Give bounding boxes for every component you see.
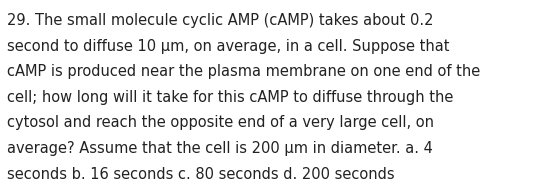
Text: cytosol and reach the opposite end of a very large cell, on: cytosol and reach the opposite end of a …	[7, 115, 434, 130]
Text: cell; how long will it take for this cAMP to diffuse through the: cell; how long will it take for this cAM…	[7, 90, 453, 105]
Text: seconds b. 16 seconds c. 80 seconds d. 200 seconds: seconds b. 16 seconds c. 80 seconds d. 2…	[7, 167, 395, 182]
Text: 29. The small molecule cyclic AMP (cAMP) takes about 0.2: 29. The small molecule cyclic AMP (cAMP)…	[7, 13, 433, 28]
Text: cAMP is produced near the plasma membrane on one end of the: cAMP is produced near the plasma membran…	[7, 64, 480, 79]
Text: second to diffuse 10 μm, on average, in a cell. Suppose that: second to diffuse 10 μm, on average, in …	[7, 39, 449, 54]
Text: average? Assume that the cell is 200 μm in diameter. a. 4: average? Assume that the cell is 200 μm …	[7, 141, 432, 156]
